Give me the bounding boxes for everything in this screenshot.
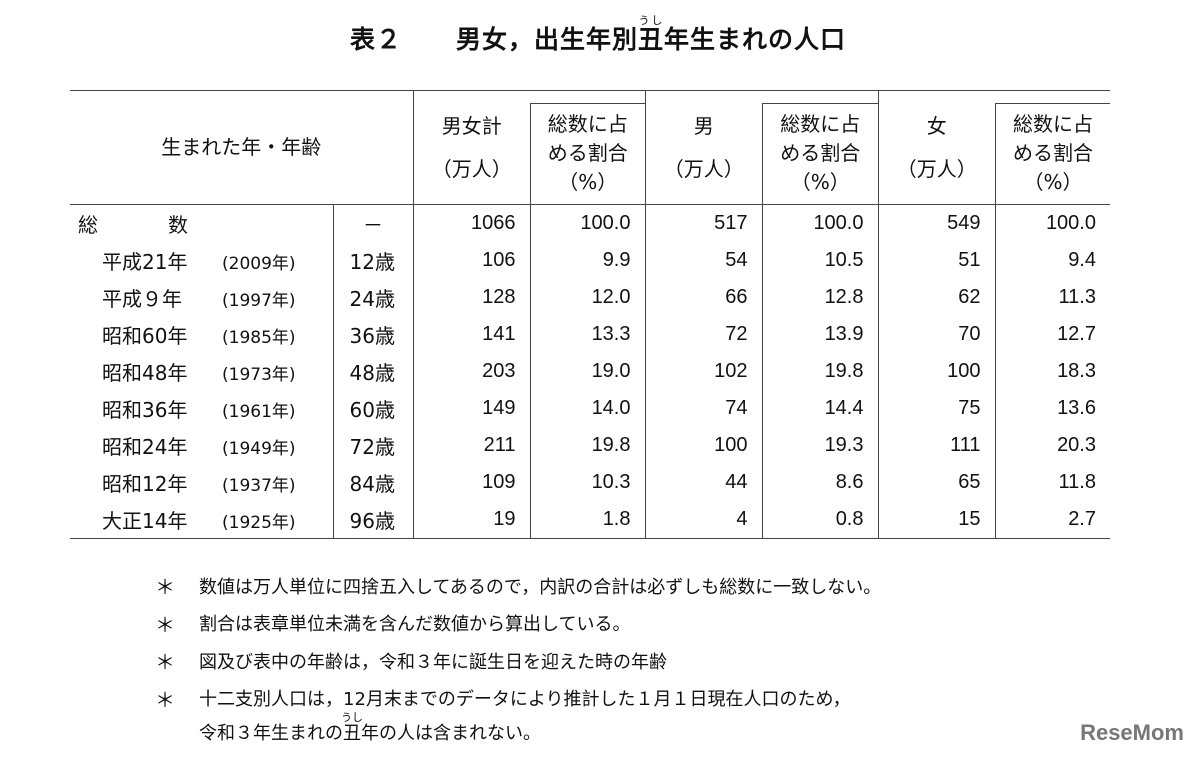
female-pct-cell: 13.6 (994, 390, 1110, 427)
table-row: 平成９年 (1997年) 24歳 128 12.0 66 12.8 62 11.3 (70, 279, 1110, 316)
age-cell: － (332, 204, 413, 242)
male-pct-cell: 14.4 (761, 390, 878, 427)
male-cell: 54 (644, 242, 762, 279)
table-row: 平成21年 (2009年) 12歳 106 9.9 54 10.5 51 9.4 (70, 242, 1110, 279)
male-cell: 44 (644, 464, 762, 501)
total-cell: 109 (412, 464, 530, 501)
population-table: 生まれた年・年齢 男女計 （万人） 総数に占 める割合 （%） 男（万人） 総数に占め… (70, 90, 1110, 539)
age-cell: 36歳 (332, 316, 413, 353)
header-male-share: 総数に占 める割合 （%） (762, 90, 878, 205)
header-total-share: 総数に占 める割合 （%） (530, 90, 645, 205)
total-pct-cell: 10.3 (529, 464, 645, 501)
age-cell: 60歳 (332, 390, 413, 427)
note-item: ＊図及び表中の年齢は，令和３年に誕生日を迎えた時の年齢 (155, 650, 667, 675)
male-pct-cell: 10.5 (761, 242, 878, 279)
female-cell: 51 (877, 242, 995, 279)
female-pct-cell: 11.8 (994, 464, 1110, 501)
birth-year-cell: 大正14年 (1925年) (70, 501, 333, 539)
birth-year-cell: 昭和12年 (1937年) (102, 472, 296, 496)
total-cell: 203 (412, 353, 530, 390)
male-cell: 66 (644, 279, 762, 316)
female-pct-cell: 100.0 (994, 204, 1110, 242)
male-cell: 100 (644, 427, 762, 464)
total-cell: 106 (412, 242, 530, 279)
male-cell: 74 (644, 390, 762, 427)
total-pct-cell: 19.8 (529, 427, 645, 464)
total-label: 総数 (78, 213, 188, 237)
male-pct-cell: 0.8 (761, 501, 878, 539)
note-item: ＊十二支別人口は，12月末までのデータにより推計した１月１日現在人口のため， (155, 687, 851, 712)
header-female-share: 総数に占 める割合 （%） (995, 90, 1110, 205)
note-item: ＊割合は表章単位未満を含んだ数値から算出している。 (155, 612, 631, 637)
header-female: 女（万人） (877, 90, 995, 205)
total-cell: 128 (412, 279, 530, 316)
female-cell: 65 (877, 464, 995, 501)
header-male: 男（万人） (644, 90, 762, 205)
total-pct-cell: 19.0 (529, 353, 645, 390)
total-pct-cell: 14.0 (529, 390, 645, 427)
age-cell: 24歳 (332, 279, 413, 316)
table-number: 表２ (349, 26, 402, 54)
table-row: 昭和12年 (1937年) 84歳 109 10.3 44 8.6 65 11.8 (70, 464, 1110, 501)
table-row: 昭和24年 (1949年) 72歳 211 19.8 100 19.3 111 2… (70, 427, 1110, 464)
birth-year-cell: 昭和48年 (1973年) (102, 361, 296, 385)
table-row: 昭和60年 (1985年) 36歳 141 13.3 72 13.9 70 12.… (70, 316, 1110, 353)
female-cell: 100 (877, 353, 995, 390)
age-cell: 96歳 (332, 501, 413, 539)
male-pct-cell: 12.8 (761, 279, 878, 316)
female-pct-cell: 20.3 (994, 427, 1110, 464)
total-pct-cell: 1.8 (529, 501, 645, 539)
header-total: 男女計 （万人） (412, 90, 530, 205)
age-cell: 48歳 (332, 353, 413, 390)
total-cell: 211 (412, 427, 530, 464)
note-item: ＊数値は万人単位に四捨五入してあるので，内訳の合計は必ずしも総数に一致しない。 (155, 575, 882, 600)
male-cell: 4 (644, 501, 762, 539)
total-cell: 19 (412, 501, 530, 539)
birth-year-cell: 平成９年 (1997年) (102, 287, 296, 311)
male-cell: 517 (644, 204, 762, 242)
total-pct-cell: 12.0 (529, 279, 645, 316)
age-cell: 84歳 (332, 464, 413, 501)
note-continuation: 令和３年生まれの丑うし年の人は含まれない。 (199, 711, 541, 744)
birth-year-cell: 昭和60年 (1985年) (102, 324, 296, 348)
male-pct-cell: 100.0 (761, 204, 878, 242)
male-cell: 102 (644, 353, 762, 390)
male-pct-cell: 19.8 (761, 353, 878, 390)
age-cell: 72歳 (332, 427, 413, 464)
total-pct-cell: 100.0 (529, 204, 645, 242)
total-cell: 149 (412, 390, 530, 427)
total-cell: 141 (412, 316, 530, 353)
female-pct-cell: 9.4 (994, 242, 1110, 279)
female-pct-cell: 12.7 (994, 316, 1110, 353)
female-pct-cell: 11.3 (994, 279, 1110, 316)
female-cell: 62 (877, 279, 995, 316)
male-pct-cell: 13.9 (761, 316, 878, 353)
female-cell: 15 (877, 501, 995, 539)
female-cell: 549 (877, 204, 995, 242)
birth-year-cell: 平成21年 (2009年) (102, 250, 296, 274)
birth-year-cell: 昭和24年 (1949年) (102, 435, 296, 459)
notes: ＊数値は万人単位に四捨五入してあるので，内訳の合計は必ずしも総数に一致しない。 … (155, 567, 881, 745)
female-pct-cell: 2.7 (994, 501, 1110, 539)
female-pct-cell: 18.3 (994, 353, 1110, 390)
age-cell: 12歳 (332, 242, 413, 279)
female-cell: 111 (877, 427, 995, 464)
table-row: 大正14年 (1925年) 96歳 19 1.8 4 0.8 15 2.7 (70, 501, 1110, 539)
header-birth-year-age: 生まれた年・年齢 (70, 90, 413, 205)
table-row: 昭和36年 (1961年) 60歳 149 14.0 74 14.4 75 13.… (70, 390, 1110, 427)
male-pct-cell: 19.3 (761, 427, 878, 464)
table-row-total: 総数 － 1066 100.0 517 100.0 549 100.0 (70, 204, 1110, 242)
male-pct-cell: 8.6 (761, 464, 878, 501)
female-cell: 75 (877, 390, 995, 427)
female-cell: 70 (877, 316, 995, 353)
total-cell: 1066 (412, 204, 530, 242)
table-row: 昭和48年 (1973年) 48歳 203 19.0 102 19.8 100 1… (70, 353, 1110, 390)
male-cell: 72 (644, 316, 762, 353)
resemom-logo: ReseMom (1080, 720, 1184, 745)
birth-year-cell: 昭和36年 (1961年) (102, 398, 296, 422)
page-title: 表２ 男女，出生年別丑うし年生まれの人口 (349, 14, 847, 54)
total-pct-cell: 9.9 (529, 242, 645, 279)
total-pct-cell: 13.3 (529, 316, 645, 353)
